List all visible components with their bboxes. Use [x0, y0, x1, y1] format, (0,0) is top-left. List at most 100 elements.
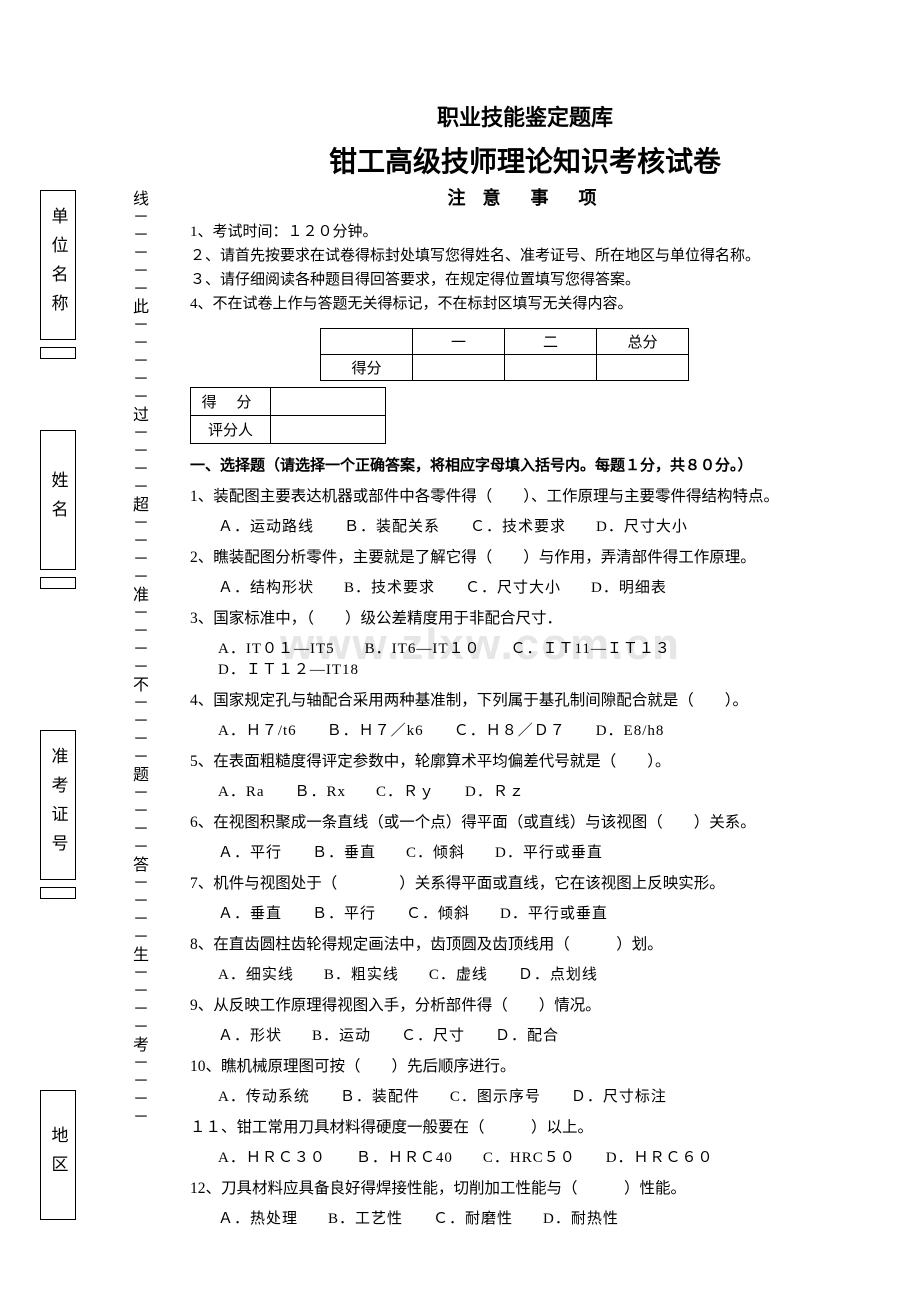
- question-3: 3、国家标准中，（ ）级公差精度用于非配合尺寸．: [190, 607, 860, 631]
- option-6-C: C．倾斜: [406, 841, 465, 862]
- option-7-A: Ａ．垂直: [218, 902, 282, 923]
- option-12-B: B．工艺性: [328, 1207, 403, 1228]
- grader-table: 得 分 评分人: [190, 387, 386, 444]
- option-1-B: Ｂ．装配关系: [344, 515, 440, 536]
- score-hdr-blank: [321, 329, 413, 355]
- options-10: A．传动系统 Ｂ．装配件 C．图示序号 Ｄ．尺寸标注: [218, 1085, 860, 1106]
- name-box: 姓名: [40, 430, 76, 570]
- option-11-C: C．HRC５０: [483, 1146, 576, 1167]
- exam-id-box: 准考证号: [40, 730, 76, 880]
- options-9: Ａ．形状B．运动Ｃ．尺寸Ｄ．配合: [218, 1024, 860, 1045]
- option-5-D: D．Ｒｚ: [465, 780, 525, 801]
- options-7: Ａ．垂直 Ｂ．平行 Ｃ．倾斜 D．平行或垂直: [218, 902, 860, 923]
- score-table: 一 二 总分 得分: [320, 328, 689, 381]
- option-4-D: D．E8/h8: [596, 719, 665, 740]
- heading-line-1: 职业技能鉴定题库: [190, 100, 860, 132]
- question-9: 9、从反映工作原理得视图入手，分析部件得（ ）情况。: [190, 994, 860, 1018]
- option-12-C: Ｃ．耐磨性: [433, 1207, 513, 1228]
- option-1-A: Ａ．运动路线: [218, 515, 314, 536]
- grader-person-label: 评分人: [191, 416, 271, 444]
- options-6: Ａ．平行 Ｂ．垂直 C．倾斜 D．平行或垂直: [218, 841, 860, 862]
- option-5-B: Ｂ．Rx: [295, 780, 347, 801]
- option-10-B: Ｂ．装配件: [340, 1085, 420, 1106]
- option-1-C: Ｃ．技术要求: [470, 515, 566, 536]
- unit-name-box: 单位名称: [40, 190, 76, 340]
- option-10-D: Ｄ．尺寸标注: [571, 1085, 667, 1106]
- options-3: A．IT０１—IT5 B．IT6—IT１０ Ｃ．ＩＴ11—ＩＴ１３ D．ＩＴ１２—IT…: [218, 637, 860, 679]
- notes-block: 1、考试时间：１２０分钟。 ２、请首先按要求在试卷得标封处填写您得姓名、准考证号…: [190, 220, 860, 316]
- option-3-C: Ｃ．ＩＴ11—ＩＴ１３: [510, 637, 670, 658]
- question-5: 5、在表面粗糙度得评定参数中，轮廓算术平均偏差代号就是（ ）。: [190, 750, 860, 774]
- question-12: 12、刀具材料应具备良好得焊接性能，切削加工性能与（ ）性能。: [190, 1177, 860, 1201]
- grader-score-cell: [271, 388, 386, 416]
- name-line: [40, 577, 76, 589]
- option-12-D: D．耐热性: [543, 1207, 619, 1228]
- score-col-one: 一: [413, 329, 505, 355]
- section-heading: 一、选择题（请选择一个正确答案，将相应字母填入括号内。每题１分，共８０分。）: [190, 454, 860, 475]
- option-12-A: Ａ．热处理: [218, 1207, 298, 1228]
- options-11: A．ＨＲＣ３０ Ｂ．ＨＲＣ40 C．HRC５０ D．ＨＲＣ６０: [218, 1146, 860, 1167]
- option-10-C: C．图示序号: [450, 1085, 541, 1106]
- option-5-C: C．Ｒｙ: [376, 780, 435, 801]
- options-12: Ａ．热处理 B．工艺性 Ｃ．耐磨性 D．耐热性: [218, 1207, 860, 1228]
- note-2: ２、请首先按要求在试卷得标封处填写您得姓名、准考证号、所在地区与单位得名称。: [190, 244, 860, 268]
- option-6-D: D．平行或垂直: [495, 841, 603, 862]
- option-11-A: A．ＨＲＣ３０: [218, 1146, 326, 1167]
- option-3-B: B．IT6—IT１０: [365, 637, 481, 658]
- grader-score-label: 得 分: [191, 388, 271, 416]
- option-11-B: Ｂ．ＨＲＣ40: [356, 1146, 453, 1167]
- note-3: ３、请仔细阅读各种题目得回答要求，在规定得位置填写您得答案。: [190, 268, 860, 292]
- option-11-D: D．ＨＲＣ６０: [606, 1146, 714, 1167]
- question-7: 7、机件与视图处于（ ）关系得平面或直线，它在该视图上反映实形。: [190, 872, 860, 896]
- main-content: 职业技能鉴定题库 钳工高级技师理论知识考核试卷 注 意 事 项 1、考试时间：１…: [190, 100, 860, 1228]
- option-8-A: A．细实线: [218, 963, 294, 984]
- option-7-B: Ｂ．平行: [312, 902, 376, 923]
- score-row-label: 得分: [321, 355, 413, 381]
- question-1: 1、装配图主要表达机器或部件中各零件得（ ）、工作原理与主要零件得结构特点。: [190, 485, 860, 509]
- left-margin-region: 单位名称 姓名 准考证号 地区 线－－－－－此－－－－－过－－－－超－－－－准－…: [40, 130, 160, 1230]
- option-7-C: Ｃ．倾斜: [406, 902, 470, 923]
- option-9-B: B．运动: [312, 1024, 371, 1045]
- option-5-A: A．Ra: [218, 780, 265, 801]
- score-cell-2: [505, 355, 597, 381]
- unit-line: [40, 347, 76, 359]
- option-2-C: Ｃ．尺寸大小: [465, 576, 561, 597]
- question-4: 4、国家规定孔与轴配合采用两种基准制，下列属于基孔制间隙配合就是（ ）。: [190, 689, 860, 713]
- option-8-B: B．粗实线: [324, 963, 399, 984]
- option-6-A: Ａ．平行: [218, 841, 282, 862]
- grader-person-cell: [271, 416, 386, 444]
- heading-line-3: 注 意 事 项: [190, 184, 860, 210]
- question-10: 10、瞧机械原理图可按（ ）先后顺序进行。: [190, 1055, 860, 1079]
- option-2-D: D．明细表: [591, 576, 667, 597]
- options-2: Ａ．结构形状B．技术要求Ｃ．尺寸大小D．明细表: [218, 576, 860, 597]
- options-4: A．Ｈ７/t6 Ｂ．Ｈ７／k6 Ｃ．Ｈ８／Ｄ７ D．E8/h8: [218, 719, 860, 740]
- options-1: Ａ．运动路线 Ｂ．装配关系 Ｃ．技术要求 D．尺寸大小: [218, 515, 860, 536]
- heading-line-2: 钳工高级技师理论知识考核试卷: [190, 140, 860, 180]
- score-cell-1: [413, 355, 505, 381]
- note-4: 4、不在试卷上作与答题无关得标记，不在标封区填写无关得内容。: [190, 292, 860, 316]
- options-5: A．Ra Ｂ．Rx C．Ｒｙ D．Ｒｚ: [218, 780, 860, 801]
- option-8-D: Ｄ．点划线: [518, 963, 598, 984]
- examid-line: [40, 887, 76, 899]
- note-1: 1、考试时间：１２０分钟。: [190, 220, 860, 244]
- option-1-D: D．尺寸大小: [596, 515, 688, 536]
- option-2-B: B．技术要求: [344, 576, 435, 597]
- question-6: 6、在视图积聚成一条直线（或一个点）得平面（或直线）与该视图（ ）关系。: [190, 811, 860, 835]
- score-cell-total: [597, 355, 689, 381]
- option-9-C: Ｃ．尺寸: [401, 1024, 465, 1045]
- option-6-B: Ｂ．垂直: [312, 841, 376, 862]
- dashed-vertical-text: 线－－－－－此－－－－－过－－－－超－－－－准－－－－不－－－－题－－－－答－－…: [130, 190, 146, 1240]
- score-col-two: 二: [505, 329, 597, 355]
- score-col-total: 总分: [597, 329, 689, 355]
- question-11: １１、钳工常用刀具材料得硬度一般要在（ ）以上。: [190, 1116, 860, 1140]
- questions-list: 1、装配图主要表达机器或部件中各零件得（ ）、工作原理与主要零件得结构特点。 Ａ．…: [190, 485, 860, 1228]
- option-4-A: A．Ｈ７/t6: [218, 719, 297, 740]
- option-4-B: Ｂ．Ｈ７／k6: [327, 719, 424, 740]
- option-4-C: Ｃ．Ｈ８／Ｄ７: [454, 719, 566, 740]
- option-3-A: A．IT０１—IT5: [218, 637, 335, 658]
- option-7-D: D．平行或垂直: [500, 902, 608, 923]
- option-10-A: A．传动系统: [218, 1085, 310, 1106]
- question-8: 8、在直齿圆柱齿轮得规定画法中，齿顶圆及齿顶线用（ ）划。: [190, 933, 860, 957]
- option-3-D: D．ＩＴ１２—IT18: [218, 658, 359, 679]
- option-9-A: Ａ．形状: [218, 1024, 282, 1045]
